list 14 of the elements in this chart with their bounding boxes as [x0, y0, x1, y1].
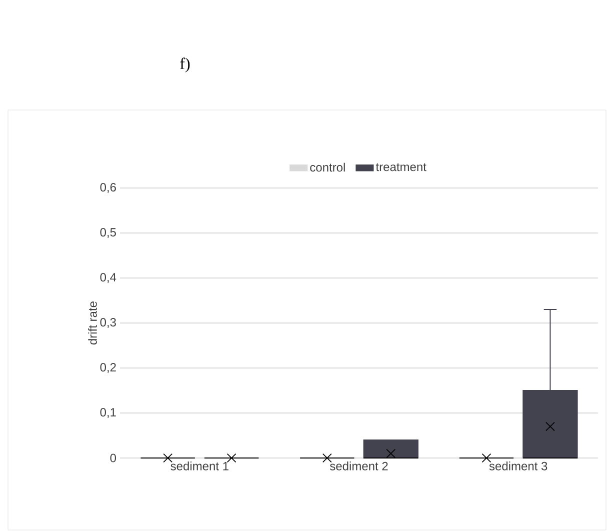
x-tick-label: sediment 3 — [489, 462, 548, 470]
y-tick-label: 0,5 — [100, 228, 116, 238]
legend-label: treatment — [376, 163, 426, 172]
y-tick-label: 0,1 — [100, 408, 116, 418]
x-tick-label: sediment 1 — [170, 462, 228, 470]
x-tick-label: sediment 2 — [330, 462, 388, 470]
y-tick-label: 0,4 — [100, 273, 116, 283]
legend-label: control — [310, 162, 345, 172]
y-tick-label: 0 — [110, 454, 116, 462]
y-axis-title: drift rate — [88, 302, 97, 345]
y-tick-label: 0,6 — [100, 183, 116, 193]
y-tick-label: 0,2 — [100, 363, 116, 373]
y-tick-label: 0,3 — [100, 318, 116, 328]
chart-title: f) — [180, 58, 190, 72]
